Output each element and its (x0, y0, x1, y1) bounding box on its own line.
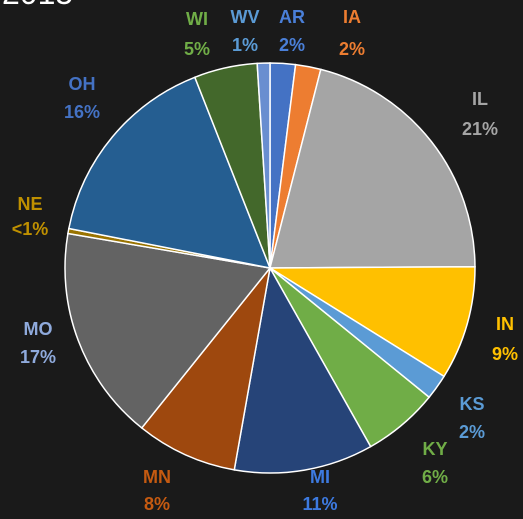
slice-name-label: IA (343, 7, 361, 27)
pie-slice (233, 265, 372, 474)
pie-slice (256, 62, 271, 269)
slice-value-label: 8% (144, 494, 170, 514)
slice-value-label: 2% (339, 39, 365, 59)
slice-value-label: 5% (184, 39, 210, 59)
slice-name-label: MI (310, 467, 330, 487)
slice-name-label: OH (69, 74, 96, 94)
slice-value-label: <1% (12, 219, 49, 239)
slice-value-label: 21% (462, 119, 498, 139)
slice-name-label: MN (143, 467, 171, 487)
pie-slice (64, 232, 272, 429)
slice-name-label: NE (17, 194, 42, 214)
slice-name-label: WI (186, 9, 208, 29)
slice-value-label: 17% (20, 347, 56, 367)
slice-value-label: 16% (64, 102, 100, 122)
pie-slice (140, 267, 271, 471)
pie-slice (267, 265, 476, 378)
pie-slice (269, 68, 476, 269)
slice-name-label: KS (459, 394, 484, 414)
slice-name-label: IL (472, 89, 488, 109)
slice-value-label: 11% (302, 494, 337, 514)
chart-title: 2015 (2, 0, 73, 11)
slice-name-label: MO (24, 319, 53, 339)
pie-slice (67, 76, 272, 270)
slice-name-label: IN (496, 314, 514, 334)
slice-value-label: 9% (492, 344, 518, 364)
slice-name-label: KY (422, 439, 447, 459)
slice-value-label: 2% (459, 422, 485, 442)
slice-name-label: AR (279, 7, 305, 27)
slice-name-label: WV (231, 7, 260, 27)
slice-value-label: 1% (232, 35, 258, 55)
slice-value-label: 2% (279, 35, 305, 55)
slice-value-label: 6% (422, 467, 448, 487)
